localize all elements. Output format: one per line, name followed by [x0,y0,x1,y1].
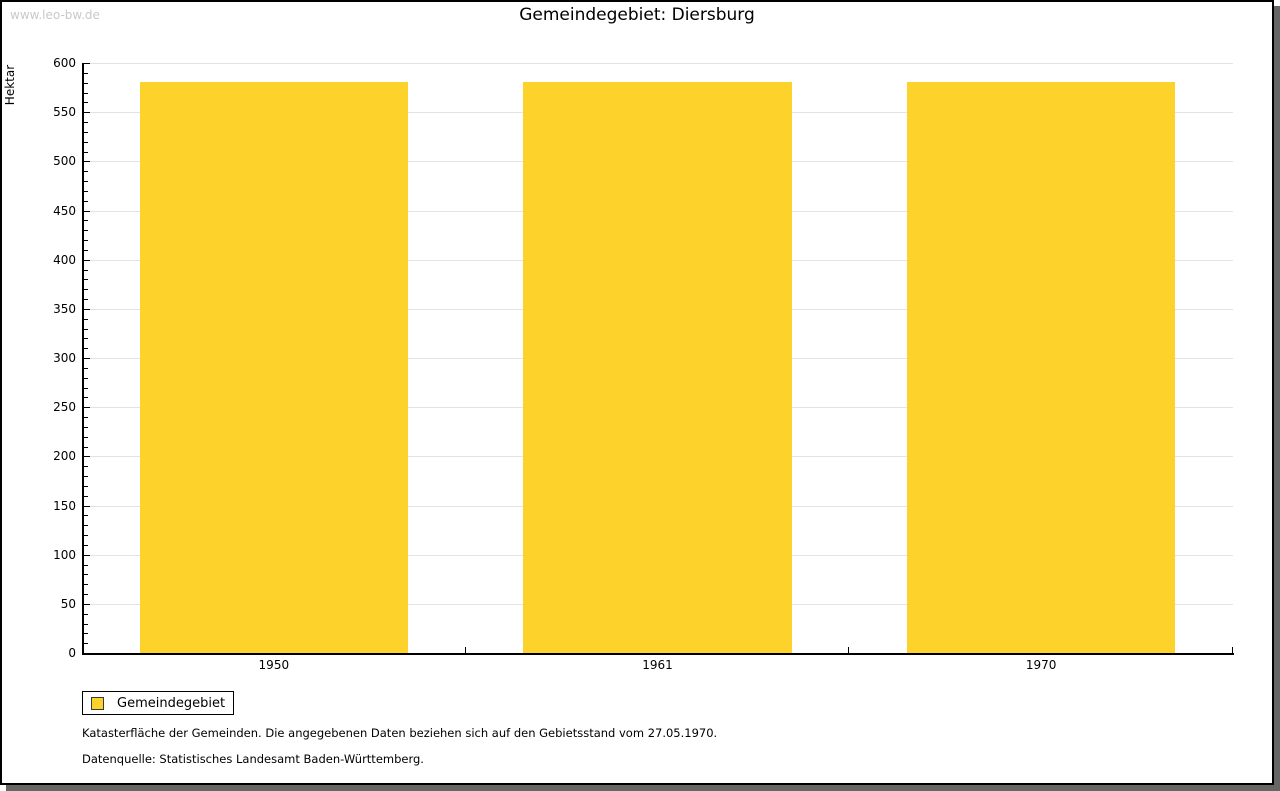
y-minor-tick-110 [84,544,88,546]
y-tick-label-450: 450 [53,203,76,218]
y-minor-tick-270 [84,387,88,389]
y-tick-label-400: 400 [53,252,76,267]
y-minor-tick-290 [84,367,88,369]
x-boundary-tick-1 [464,647,466,653]
y-major-tick-550 [84,112,90,114]
y-gridline-600 [84,63,1233,64]
y-tick-label-250: 250 [53,400,76,415]
y-minor-tick-520 [84,141,88,143]
y-major-tick-450 [84,210,90,212]
legend-label: Gemeindegebiet [117,695,226,711]
y-tick-label-300: 300 [53,351,76,365]
y-major-tick-250 [84,407,90,409]
y-minor-tick-590 [84,72,88,74]
y-tick-label-0: 0 [68,646,76,660]
y-minor-tick-10 [84,643,88,645]
y-major-tick-500 [84,161,90,163]
y-minor-tick-210 [84,446,88,448]
x-boundary-tick-3 [1232,647,1233,653]
y-minor-tick-20 [84,633,88,635]
y-minor-tick-310 [84,348,88,350]
y-minor-tick-40 [84,613,88,615]
plot-area: 0 50 100 150 200 250 300 350 400 450 500 550 600 1950… [2,2,1272,783]
y-minor-tick-240 [84,417,88,418]
y-minor-tick-140 [84,515,88,517]
y-tick-label-550: 550 [53,105,76,120]
y-minor-tick-370 [84,289,88,291]
y-minor-tick-540 [84,122,88,123]
chart-title: Gemeindegebiet: Diersburg [519,5,755,25]
y-minor-tick-90 [84,564,88,566]
legend: Gemeindegebiet [82,691,234,715]
y-major-tick-400 [84,259,90,261]
y-tick-label-150: 150 [53,498,76,513]
y-minor-tick-580 [84,82,88,84]
y-minor-tick-180 [84,476,88,477]
y-minor-tick-570 [84,92,88,94]
y-tick-label-350: 350 [53,301,76,316]
y-minor-tick-390 [84,269,88,271]
y-minor-tick-320 [84,338,88,340]
y-minor-tick-30 [84,623,88,625]
y-minor-tick-170 [84,485,88,487]
bar-1961 [523,81,792,653]
y-minor-tick-510 [84,151,88,153]
y-minor-tick-360 [84,299,88,300]
y-minor-tick-560 [84,102,88,104]
y-minor-tick-420 [84,240,88,241]
y-tick-label-100: 100 [53,547,76,562]
y-minor-tick-410 [84,249,88,251]
y-minor-tick-430 [84,230,88,232]
y-minor-tick-60 [84,594,88,595]
y-tick-label-50: 50 [60,596,76,611]
y-major-tick-100 [84,554,90,556]
y-tick-label-500: 500 [53,154,76,169]
y-tick-label-600: 600 [53,56,76,70]
y-minor-tick-190 [84,466,88,468]
y-minor-tick-440 [84,220,88,222]
y-minor-tick-530 [84,131,88,133]
y-major-tick-150 [84,505,90,507]
y-minor-tick-80 [84,574,88,576]
y-major-tick-200 [84,456,90,458]
x-axis-line [82,653,1234,655]
y-minor-tick-260 [84,397,88,399]
y-tick-label-200: 200 [53,449,76,464]
y-minor-tick-330 [84,328,88,330]
bar-1970 [906,81,1176,653]
y-major-tick-350 [84,308,90,310]
x-tick-label-1950: 1950 [258,658,290,672]
legend-swatch-gemeindegebiet [91,696,104,710]
footnote-source-note: Katasterfläche der Gemeinden. Die angege… [82,726,718,740]
watermark: www.leo-bw.de [10,8,100,22]
y-axis-line [82,63,84,655]
y-minor-tick-220 [84,436,88,438]
x-tick-label-1961: 1961 [642,658,673,672]
y-minor-tick-160 [84,495,88,497]
y-minor-tick-280 [84,377,88,379]
y-minor-tick-480 [84,181,88,182]
y-minor-tick-470 [84,190,88,192]
y-major-tick-50 [84,603,90,605]
y-major-tick-300 [84,358,90,359]
x-tick-label-1970: 1970 [1025,658,1057,672]
y-minor-tick-380 [84,279,88,281]
footnote-data-source: Datenquelle: Statistisches Landesamt Bad… [82,752,424,766]
y-minor-tick-130 [84,525,88,527]
y-major-tick-600 [84,63,90,64]
y-minor-tick-120 [84,535,88,536]
y-minor-tick-490 [84,171,88,173]
y-minor-tick-460 [84,200,88,202]
x-boundary-tick-2 [848,647,850,653]
y-minor-tick-340 [84,318,88,320]
bar-1950 [139,81,409,653]
y-minor-tick-230 [84,426,88,428]
y-minor-tick-70 [84,584,88,586]
